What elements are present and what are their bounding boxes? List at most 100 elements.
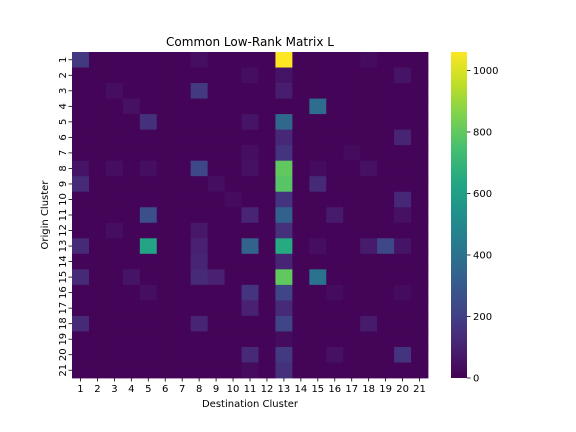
heatmap-cell bbox=[394, 160, 412, 177]
heatmap-cell bbox=[360, 362, 378, 379]
heatmap-cell bbox=[241, 238, 259, 255]
heatmap-cell bbox=[173, 362, 192, 379]
heatmap-cell bbox=[411, 83, 429, 99]
heatmap-cell bbox=[258, 346, 276, 363]
heatmap-cell bbox=[105, 331, 124, 348]
heatmap-cell bbox=[88, 145, 107, 162]
heatmap-cell bbox=[224, 83, 242, 99]
heatmap-cell bbox=[411, 346, 429, 363]
x-tick-label: 18 bbox=[362, 384, 375, 395]
heatmap-cell bbox=[326, 114, 344, 131]
heatmap-cell bbox=[411, 207, 429, 224]
heatmap-cell bbox=[343, 98, 361, 115]
heatmap-cell bbox=[207, 52, 225, 68]
heatmap-cell bbox=[394, 222, 412, 239]
heatmap-cell bbox=[105, 83, 124, 99]
heatmap-cell bbox=[326, 191, 344, 208]
heatmap-cell bbox=[88, 129, 107, 146]
heatmap-cell bbox=[122, 52, 141, 68]
x-tick-label: 1 bbox=[77, 384, 83, 395]
colorbar-tick-label: 800 bbox=[473, 127, 492, 138]
heatmap-cell bbox=[173, 129, 192, 146]
heatmap-cell bbox=[343, 191, 361, 208]
heatmap-cell bbox=[360, 207, 378, 224]
heatmap-cell bbox=[394, 362, 412, 379]
heatmap-cell bbox=[139, 98, 158, 115]
heatmap-cell bbox=[258, 129, 276, 146]
heatmap-cell bbox=[72, 83, 90, 99]
heatmap-cell bbox=[241, 129, 259, 146]
y-tick-label: 5 bbox=[58, 119, 69, 125]
heatmap-cell bbox=[326, 222, 344, 239]
heatmap-cell bbox=[394, 191, 412, 208]
heatmap-cell bbox=[241, 191, 259, 208]
heatmap-cell bbox=[122, 83, 141, 99]
heatmap-cell bbox=[207, 222, 225, 239]
heatmap-cell bbox=[377, 67, 395, 84]
heatmap-cell bbox=[190, 67, 209, 84]
heatmap-cell bbox=[411, 145, 429, 162]
heatmap-cell bbox=[394, 176, 412, 193]
heatmap-cell bbox=[411, 191, 429, 208]
y-tick-label: 13 bbox=[58, 240, 69, 253]
heatmap-cell bbox=[258, 331, 276, 348]
heatmap-cell bbox=[156, 114, 175, 131]
heatmap-cell bbox=[411, 114, 429, 131]
heatmap-cell bbox=[411, 129, 429, 146]
heatmap-cell bbox=[72, 315, 90, 332]
heatmap-cell bbox=[411, 52, 429, 68]
colorbar bbox=[451, 52, 467, 378]
x-tick-label: 8 bbox=[196, 384, 202, 395]
heatmap-cell bbox=[88, 207, 107, 224]
heatmap-cell bbox=[309, 331, 327, 348]
heatmap-cell bbox=[411, 238, 429, 255]
heatmap-cell bbox=[343, 129, 361, 146]
x-tick-label: 5 bbox=[145, 384, 151, 395]
heatmap-cell bbox=[411, 176, 429, 193]
heatmap-cell bbox=[258, 114, 276, 131]
x-tick-label: 14 bbox=[294, 384, 307, 395]
heatmap-cell bbox=[72, 67, 90, 84]
heatmap-cell bbox=[360, 284, 378, 301]
colorbar-tick-label: 600 bbox=[473, 189, 492, 200]
heatmap-cell bbox=[309, 207, 327, 224]
heatmap-cell bbox=[173, 238, 192, 255]
heatmap-cell bbox=[326, 160, 344, 177]
heatmap-cell bbox=[275, 238, 293, 255]
heatmap-cell bbox=[122, 284, 141, 301]
x-tick-label: 17 bbox=[345, 384, 358, 395]
heatmap-cell bbox=[360, 98, 378, 115]
heatmap-cell bbox=[173, 300, 192, 317]
heatmap-cell bbox=[122, 114, 141, 131]
heatmap-cell bbox=[88, 284, 107, 301]
y-tick-label: 19 bbox=[58, 333, 69, 346]
heatmap-cell bbox=[207, 98, 225, 115]
heatmap-cell bbox=[224, 300, 242, 317]
heatmap-cell bbox=[139, 253, 158, 270]
heatmap-cell bbox=[72, 284, 90, 301]
heatmap-cell bbox=[190, 315, 209, 332]
heatmap-cell bbox=[343, 253, 361, 270]
heatmap-cell bbox=[326, 253, 344, 270]
heatmap-cell bbox=[139, 207, 158, 224]
x-tick-label: 2 bbox=[94, 384, 100, 395]
heatmap-cell bbox=[190, 160, 209, 177]
heatmap-cell bbox=[173, 207, 192, 224]
heatmap-cell bbox=[207, 67, 225, 84]
heatmap-cell bbox=[122, 238, 141, 255]
heatmap-cell bbox=[156, 98, 175, 115]
heatmap-cell bbox=[122, 362, 141, 379]
heatmap-cell bbox=[275, 52, 293, 68]
heatmap-cell bbox=[88, 160, 107, 177]
heatmap-cell bbox=[241, 300, 259, 317]
heatmap-cell bbox=[207, 269, 225, 286]
heatmap-cell bbox=[377, 145, 395, 162]
heatmap-cell bbox=[258, 67, 276, 84]
heatmap-cell bbox=[241, 331, 259, 348]
x-tick-label: 21 bbox=[413, 384, 426, 395]
heatmap-cell bbox=[394, 269, 412, 286]
heatmap-cell bbox=[343, 362, 361, 379]
chart-title: Common Low-Rank Matrix L bbox=[166, 35, 334, 49]
heatmap-cell bbox=[343, 346, 361, 363]
heatmap-cell bbox=[343, 83, 361, 99]
